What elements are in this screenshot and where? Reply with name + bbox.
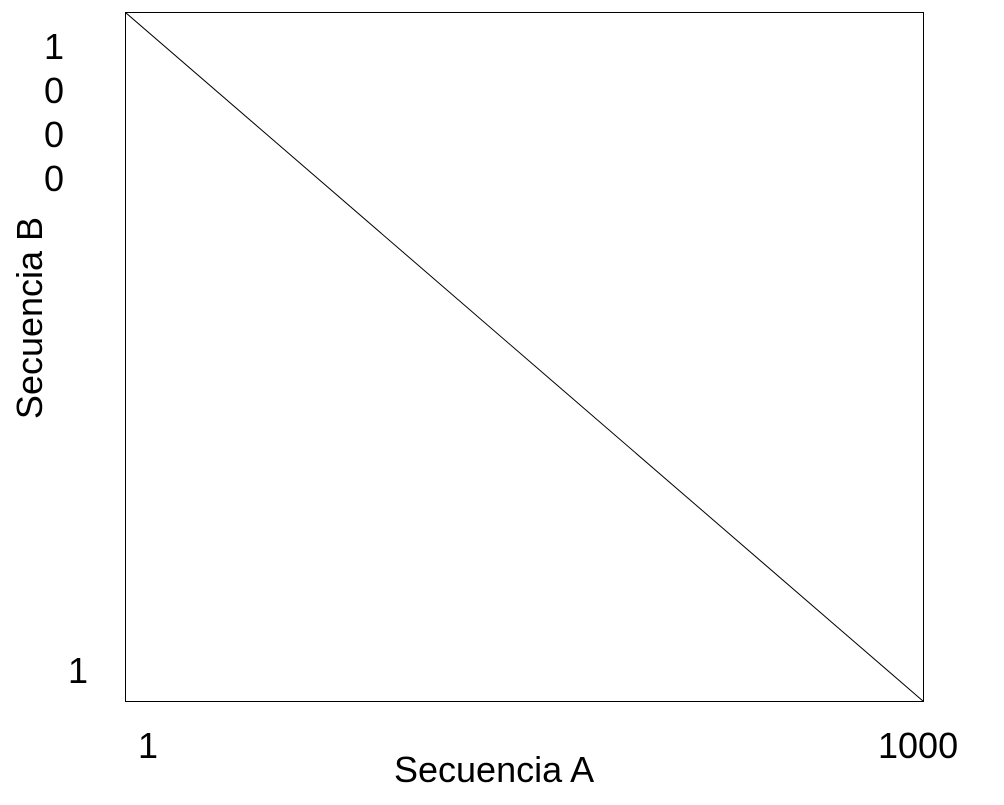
x-axis-max-label: 1000 — [878, 725, 959, 766]
y-axis-max-label-digit: 0 — [43, 158, 65, 199]
y-axis-max-label-digit: 1 — [43, 26, 65, 67]
x-axis-min-label: 1 — [138, 725, 159, 766]
plot-frame — [125, 12, 924, 702]
alignment-diagonal-line — [125, 12, 924, 702]
y-axis-max-label-digit: 0 — [43, 114, 65, 155]
y-axis-min-label: 1 — [68, 650, 89, 691]
y-axis-title: Secuencia B — [9, 216, 50, 420]
x-axis-title: Secuencia A — [394, 749, 595, 790]
y-axis-max-label-digit: 0 — [43, 70, 65, 111]
